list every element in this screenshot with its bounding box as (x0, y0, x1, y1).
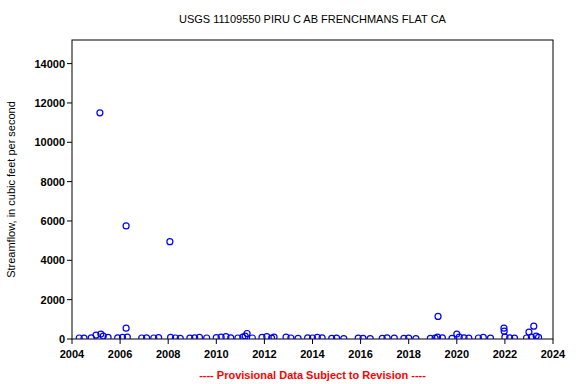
x-tick (312, 339, 313, 344)
point (406, 335, 412, 339)
point (228, 335, 234, 339)
x-tick-label: 2020 (445, 348, 469, 360)
point (360, 335, 366, 339)
point (531, 323, 537, 329)
point (512, 335, 518, 339)
y-tick (67, 299, 72, 300)
y-tick-label: 10000 (34, 136, 65, 148)
y-tick-label: 0 (59, 333, 65, 345)
point (413, 336, 419, 339)
point (123, 325, 129, 331)
point (271, 334, 277, 339)
y-tick-label: 8000 (41, 176, 65, 188)
x-tick (360, 339, 361, 344)
x-tick (553, 339, 554, 344)
title: USGS 11109550 PIRU C AB FRENCHMANS FLAT … (179, 13, 447, 25)
point (341, 336, 347, 339)
plot-frame (72, 40, 553, 339)
x-tick (168, 339, 169, 344)
y-tick (67, 181, 72, 182)
y-tick (67, 63, 72, 64)
point (466, 335, 472, 339)
point (244, 330, 250, 336)
point (204, 335, 210, 339)
x-tick-label: 2010 (204, 348, 228, 360)
point (105, 334, 111, 339)
x-tick-label: 2022 (493, 348, 517, 360)
point (334, 335, 340, 339)
x-tick-label: 2024 (541, 348, 566, 360)
x-tick (216, 339, 217, 344)
x-tick-label: 2016 (348, 348, 372, 360)
point (435, 313, 441, 319)
point (144, 335, 150, 339)
x-tick (72, 339, 73, 344)
points (76, 110, 541, 339)
x-tick-label: 2014 (300, 348, 325, 360)
point (536, 334, 542, 339)
point (391, 335, 397, 339)
y-tick (67, 220, 72, 221)
y-tick (67, 102, 72, 103)
y-tick-label: 6000 (41, 215, 65, 227)
y-tick (67, 142, 72, 143)
point (295, 335, 301, 339)
x-tick (120, 339, 121, 344)
point (177, 335, 183, 339)
x-tick (456, 339, 457, 344)
point (196, 334, 202, 339)
point (501, 328, 507, 334)
point (156, 335, 162, 339)
point (249, 335, 255, 339)
x-tick (264, 339, 265, 344)
y-tick-label: 14000 (34, 58, 65, 70)
x-tick-label: 2004 (60, 348, 85, 360)
point (288, 335, 294, 339)
point (367, 336, 373, 339)
x-tick-label: 2018 (396, 348, 420, 360)
point (487, 335, 493, 339)
y-tick-label: 4000 (41, 254, 65, 266)
x-tick (408, 339, 409, 344)
y-tick-label: 2000 (41, 294, 65, 306)
point (97, 110, 103, 116)
x-tick-label: 2006 (108, 348, 132, 360)
point (319, 335, 325, 339)
x-tick (504, 339, 505, 344)
chart: USGS 11109550 PIRU C AB FRENCHMANS FLAT … (0, 0, 576, 384)
annotation: ---- Provisional Data Subject to Revisio… (199, 369, 426, 381)
point (167, 239, 173, 245)
x-tick-label: 2012 (252, 348, 276, 360)
point (480, 334, 486, 339)
y-tick (67, 339, 72, 340)
point (439, 335, 445, 339)
point (124, 334, 130, 339)
y-tick-label: 12000 (34, 97, 65, 109)
x-tick-label: 2008 (156, 348, 180, 360)
point (384, 335, 390, 339)
point (81, 335, 87, 339)
point (123, 223, 129, 229)
y-tick (67, 260, 72, 261)
y-label: Streamflow, in cubic feet per second (5, 101, 17, 278)
